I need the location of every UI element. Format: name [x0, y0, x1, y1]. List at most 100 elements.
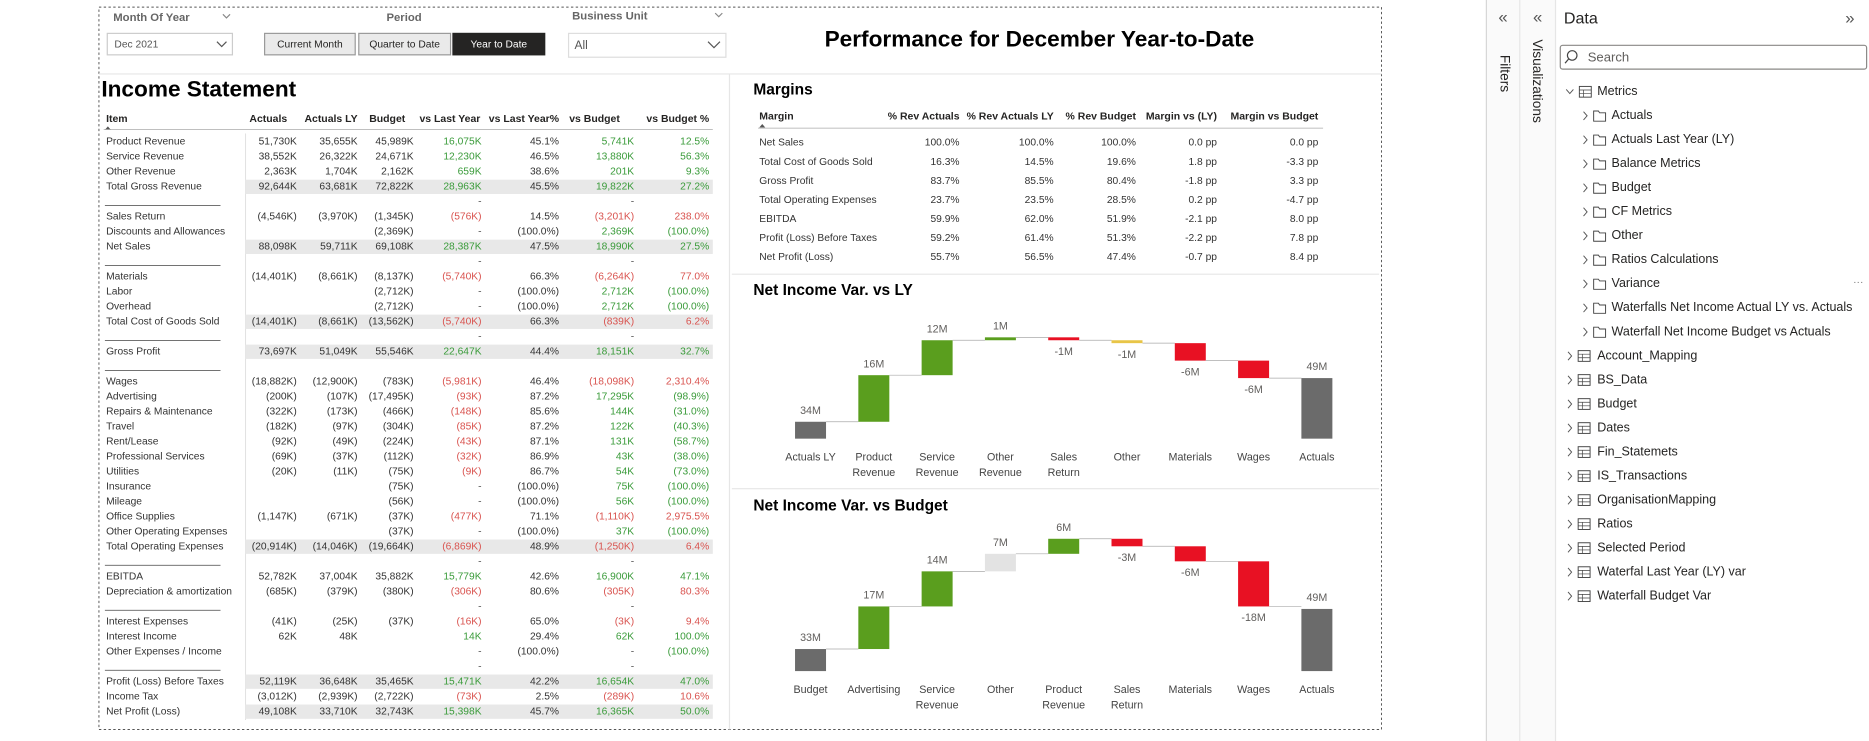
period-button[interactable] [264, 32, 356, 56]
row-label: EBITDA [106, 571, 143, 582]
chevron[interactable] [1567, 423, 1573, 433]
table-cell: 14.5% [530, 212, 559, 223]
tree-item[interactable]: Selected Period [1597, 540, 1685, 554]
tree-item[interactable]: OrganisationMapping [1597, 492, 1716, 506]
collapse-icon[interactable]: « [1533, 7, 1542, 26]
data-label: 12M [927, 323, 948, 335]
tree-item[interactable]: CF Metrics [1612, 204, 1672, 218]
month-dropdown[interactable] [106, 32, 234, 56]
chevron[interactable] [1567, 447, 1573, 457]
chevron[interactable] [1567, 591, 1573, 601]
row-label: Labor [106, 287, 133, 298]
tree-item[interactable]: Fin_Statemets [1597, 444, 1678, 458]
tree-item[interactable]: Budget [1597, 396, 1637, 410]
row-label: Depreciation & amortization [106, 586, 232, 597]
tree-item[interactable]: Metrics [1597, 84, 1637, 98]
chevron[interactable] [1583, 135, 1588, 145]
collapse-icon[interactable]: « [1498, 7, 1507, 26]
table-cell: 51.9% [1107, 214, 1136, 225]
chevron[interactable] [1583, 255, 1588, 265]
report-title: Performance for December Year-to-Date [825, 27, 1255, 52]
table-cell: 54K [616, 466, 634, 477]
tree-item[interactable]: IS_Transactions [1597, 468, 1687, 482]
table-cell: 0.2 pp [1188, 195, 1217, 206]
chevron[interactable] [1583, 159, 1588, 169]
chevron[interactable] [1583, 303, 1588, 313]
table-cell: 73,697K [259, 346, 297, 357]
folder-icon [1593, 110, 1607, 122]
tree-item[interactable]: Other [1612, 228, 1643, 242]
row-label: Rent/Lease [106, 436, 159, 447]
table-cell: 19,822K [596, 182, 634, 193]
chevron[interactable] [1583, 207, 1588, 217]
table-cell: 8.4 pp [1290, 252, 1319, 263]
waterfall-bar [1301, 608, 1333, 672]
table-cell: (8,661K) [318, 272, 357, 283]
table-cell: 72,822K [375, 182, 413, 193]
chevron[interactable] [1567, 567, 1573, 577]
table-cell: (98.9%) [673, 391, 709, 402]
tree-item[interactable]: Actuals Last Year (LY) [1612, 132, 1735, 146]
table-cell: 45.1% [530, 137, 559, 148]
tree-item[interactable]: Variance [1612, 276, 1660, 290]
table-cell: (40.3%) [673, 421, 709, 432]
tree-item[interactable]: Waterfalls Net Income Actual LY vs. Actu… [1612, 300, 1853, 314]
chevron[interactable] [1567, 519, 1573, 529]
tree-item[interactable]: Ratios Calculations [1612, 252, 1719, 266]
chevron[interactable] [1567, 399, 1573, 409]
tree-item[interactable]: Ratios [1597, 516, 1632, 530]
expand-icon[interactable]: » [1845, 8, 1854, 27]
data-label: -1M [1118, 349, 1137, 361]
chevron[interactable] [1567, 471, 1573, 481]
table-cell: 100.0% [674, 631, 709, 642]
chevron[interactable] [1583, 279, 1588, 289]
tree-item[interactable]: Waterfall Net Income Budget vs Actuals [1612, 324, 1831, 338]
tree-item[interactable]: Waterfal Last Year (LY) var [1597, 564, 1746, 578]
visualizations-tab[interactable]: Visualizations [1530, 39, 1545, 123]
table-cell: (1,147K) [257, 511, 296, 522]
more-options[interactable]: ··· [1853, 277, 1863, 288]
table-icon [1577, 374, 1591, 386]
tree-item[interactable]: Balance Metrics [1612, 156, 1701, 170]
tree-item[interactable]: Actuals [1612, 108, 1653, 122]
chevron[interactable] [1567, 543, 1573, 553]
row-label: Office Supplies [106, 511, 175, 522]
row-label: Travel [106, 421, 134, 432]
chevron[interactable] [1583, 327, 1588, 337]
search-box[interactable] [1559, 44, 1868, 70]
tree-item[interactable]: Dates [1597, 420, 1630, 434]
row-label: Other Expenses / Income [106, 646, 222, 657]
chevron[interactable] [1567, 375, 1573, 385]
chevron[interactable] [1583, 183, 1588, 193]
chevron[interactable] [1567, 495, 1573, 505]
table-cell: (107K) [327, 391, 358, 402]
table-cell: 144K [610, 406, 634, 417]
chevron[interactable] [1583, 231, 1588, 241]
waterfall-bar [1111, 538, 1143, 547]
period-button[interactable] [358, 32, 452, 56]
row-label: Total Gross Revenue [106, 182, 202, 193]
tree-item[interactable]: Account_Mapping [1597, 348, 1697, 362]
table-cell: 10.6% [680, 691, 709, 702]
tree-item[interactable]: BS_Data [1597, 372, 1647, 386]
table-cell: 35,655K [319, 137, 357, 148]
tree-item[interactable]: Budget [1612, 180, 1652, 194]
table-cell: -0.7 pp [1185, 252, 1217, 263]
chevron[interactable] [1583, 111, 1588, 121]
table-cell: - [478, 601, 481, 612]
table-cell: 5,741K [602, 137, 635, 148]
data-label: -18M [1241, 612, 1265, 624]
table-icon [1578, 473, 1591, 482]
filters-tab[interactable]: Filters [1498, 55, 1513, 92]
waterfall-bar [1238, 561, 1270, 607]
chevron[interactable] [1567, 351, 1573, 361]
table-cell: (16K) [456, 616, 481, 627]
table-icon [1579, 89, 1592, 98]
total-row-shade [245, 539, 713, 554]
tree-item[interactable]: Waterfall Budget Var [1597, 588, 1711, 602]
period-button-selected[interactable] [452, 32, 546, 56]
table-cell: 1,704K [325, 167, 358, 178]
chevron[interactable] [1565, 89, 1574, 95]
row-label: Net Profit (Loss) [106, 706, 180, 717]
business-unit-dropdown[interactable] [567, 32, 727, 58]
